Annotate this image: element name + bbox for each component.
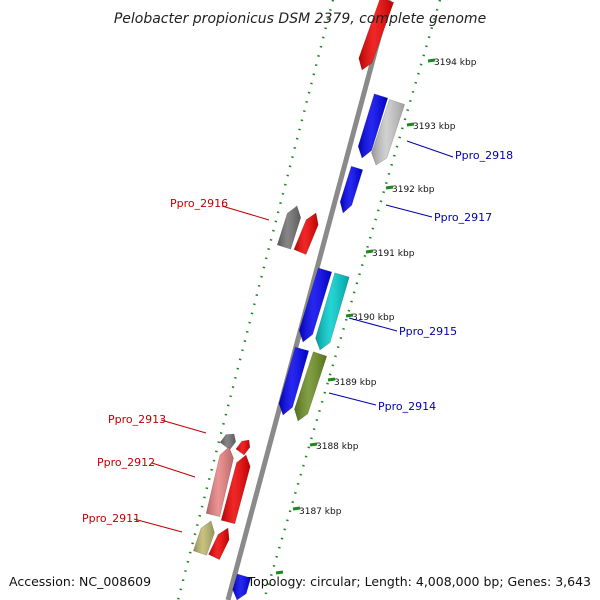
genome-backbone	[225, 0, 392, 600]
gene-ppro-2919-shading	[358, 93, 388, 158]
gene-ppro-2912-b-shading	[221, 455, 251, 524]
gene-labels: Ppro_2918 Ppro_2917 Ppro_2915 Ppro_2914 …	[82, 149, 513, 525]
gene-bottom-shading	[232, 574, 251, 600]
gene-ppro-2917-shading	[340, 166, 363, 213]
major-tick	[309, 442, 318, 447]
gene-ppro-2913-shading	[220, 434, 236, 450]
major-tick	[275, 570, 284, 575]
tick-label-3193: 3193 kbp	[413, 122, 456, 132]
gene-ppro-2916-shading	[294, 213, 319, 255]
tick-label-3194: 3194 kbp	[434, 58, 477, 68]
gene-features	[193, 0, 405, 600]
major-tick	[427, 58, 436, 63]
accession-text: Accession: NC_008609	[9, 574, 151, 589]
gene-ppro-2912-shading	[206, 447, 234, 517]
leader-ppro-2911	[133, 518, 183, 533]
major-tick	[292, 506, 301, 511]
gene-label-ppro-2911[interactable]: Ppro_2911	[82, 512, 140, 525]
gene-ppro-2913-b-shading	[236, 440, 250, 455]
leader-ppro-2912	[151, 462, 196, 478]
gene-label-ppro-2912[interactable]: Ppro_2912	[97, 456, 155, 469]
leader-ppro-2915	[348, 317, 398, 332]
gene-ppro-2918-shading	[371, 99, 405, 165]
gene-label-ppro-2916[interactable]: Ppro_2916	[170, 197, 228, 210]
tick-label-3191: 3191 kbp	[372, 249, 415, 259]
leader-ppro-2914	[328, 392, 377, 406]
major-tick	[365, 249, 374, 254]
gene-reverse-top-shading	[358, 0, 394, 70]
gene-label-ppro-2914[interactable]: Ppro_2914	[378, 400, 436, 413]
major-tick	[406, 122, 415, 127]
leader-ppro-2913	[160, 419, 207, 434]
tick-label-3192: 3192 kbp	[392, 185, 435, 195]
gene-ppro-2911-shading	[193, 521, 215, 556]
gene-ppro-2914-a-shading	[279, 347, 309, 415]
major-tick	[345, 313, 354, 318]
gene-ppro-2911-b-shading	[208, 528, 230, 560]
tick-label-3190: 3190 kbp	[352, 313, 395, 323]
leader-ppro-2918	[406, 140, 454, 158]
topology-text: Topology: circular; Length: 4,008,000 bp…	[247, 574, 591, 589]
leader-lines	[133, 140, 454, 533]
gene-label-ppro-2917[interactable]: Ppro_2917	[434, 211, 492, 224]
tick-labels: 3194 kbp 3193 kbp 3192 kbp 3191 kbp 3190…	[299, 58, 477, 517]
tick-label-3188: 3188 kbp	[316, 442, 359, 452]
gene-label-ppro-2918[interactable]: Ppro_2918	[455, 149, 513, 162]
gene-label-ppro-2915[interactable]: Ppro_2915	[399, 325, 457, 338]
gene-label-ppro-2913[interactable]: Ppro_2913	[108, 413, 166, 426]
major-tick	[327, 377, 336, 382]
inner-tick-ring	[262, 0, 442, 600]
leader-ppro-2917	[385, 204, 433, 218]
gene-ppro-2915-a-shading	[299, 268, 332, 342]
map-title: Pelobacter propionicus DSM 2379, complet…	[114, 11, 486, 27]
gene-ppro-2916-a-shading	[277, 206, 301, 250]
gene-ppro-2915-shading	[315, 272, 350, 350]
gene-ppro-2914-shading	[294, 351, 327, 421]
major-tick	[385, 185, 394, 190]
tick-label-3189: 3189 kbp	[334, 378, 377, 388]
leader-ppro-2916	[221, 205, 270, 221]
major-ticks	[275, 58, 436, 575]
tick-label-3187: 3187 kbp	[299, 507, 342, 517]
